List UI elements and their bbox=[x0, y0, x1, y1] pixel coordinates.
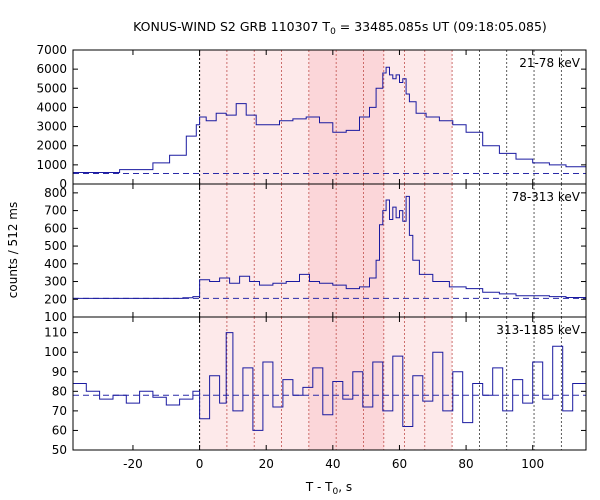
y-tick-label: 80 bbox=[52, 384, 67, 398]
x-tick-label: -20 bbox=[123, 457, 143, 471]
panels-group: 0 1000 2000 3000 4000 5000 6000 7000 21-78 keV 10… bbox=[36, 43, 587, 457]
shaded-interval bbox=[308, 317, 384, 450]
y-tick-label: 600 bbox=[44, 221, 67, 235]
panel-frame bbox=[72, 316, 587, 451]
energy-band-label: 78-313 keV bbox=[512, 190, 581, 204]
x-tick-label: 40 bbox=[325, 457, 340, 471]
y-tick-label: 100 bbox=[44, 345, 67, 359]
energy-band-label: 313-1185 keV bbox=[496, 323, 580, 337]
series-line-2 bbox=[73, 195, 587, 299]
y-tick-label: 70 bbox=[52, 404, 67, 418]
x-tick-label: 100 bbox=[521, 457, 544, 471]
series-line-3 bbox=[73, 332, 587, 431]
x-tick-label: 20 bbox=[259, 457, 274, 471]
y-tick-label: 60 bbox=[52, 423, 67, 437]
y-tick-label: 90 bbox=[52, 365, 67, 379]
y-axis-label: counts / 512 ms bbox=[6, 202, 20, 298]
y-tick-label: 100 bbox=[44, 310, 67, 324]
y-tick-label: 3000 bbox=[36, 120, 67, 134]
y-tick-label: 700 bbox=[44, 204, 67, 218]
energy-band-label: 21-78 keV bbox=[519, 56, 581, 70]
x-tick-label: 0 bbox=[196, 457, 204, 471]
panel-1: 0 1000 2000 3000 4000 5000 6000 7000 21-78 keV bbox=[36, 43, 587, 191]
y-tick-label: 200 bbox=[44, 292, 67, 306]
x-tick-label: 60 bbox=[392, 457, 407, 471]
y-tick-label: 5000 bbox=[36, 81, 67, 95]
panel-2: 100 200 300 400 500 600 700 800 78-313 keV bbox=[44, 183, 587, 324]
series-line-1 bbox=[73, 66, 587, 173]
shaded-interval bbox=[308, 50, 384, 184]
y-tick-label: 50 bbox=[52, 443, 67, 457]
y-tick-label: 2000 bbox=[36, 139, 67, 153]
x-tick-label: 80 bbox=[458, 457, 473, 471]
y-tick-label: 1000 bbox=[36, 158, 67, 172]
y-tick-label: 400 bbox=[44, 257, 67, 271]
y-tick-label: 300 bbox=[44, 275, 67, 289]
y-tick-label: 800 bbox=[44, 186, 67, 200]
x-tick-labels: -20 0 20 40 60 80 100 bbox=[123, 457, 544, 471]
y-tick-label: 6000 bbox=[36, 62, 67, 76]
y-tick-label: 500 bbox=[44, 239, 67, 253]
panel-3: 50 60 70 80 90 100 110 313-1185 keV bbox=[44, 316, 587, 457]
x-axis-label: T - T0, s bbox=[305, 480, 352, 497]
y-tick-label: 4000 bbox=[36, 100, 67, 114]
y-tick-label: 0 bbox=[59, 177, 67, 191]
y-tick-label: 110 bbox=[44, 326, 67, 340]
chart-title: KONUS-WIND S2 GRB 110307 T0 = 33485.085s… bbox=[133, 19, 547, 37]
y-tick-label: 7000 bbox=[36, 43, 67, 57]
shaded-interval bbox=[308, 184, 384, 317]
